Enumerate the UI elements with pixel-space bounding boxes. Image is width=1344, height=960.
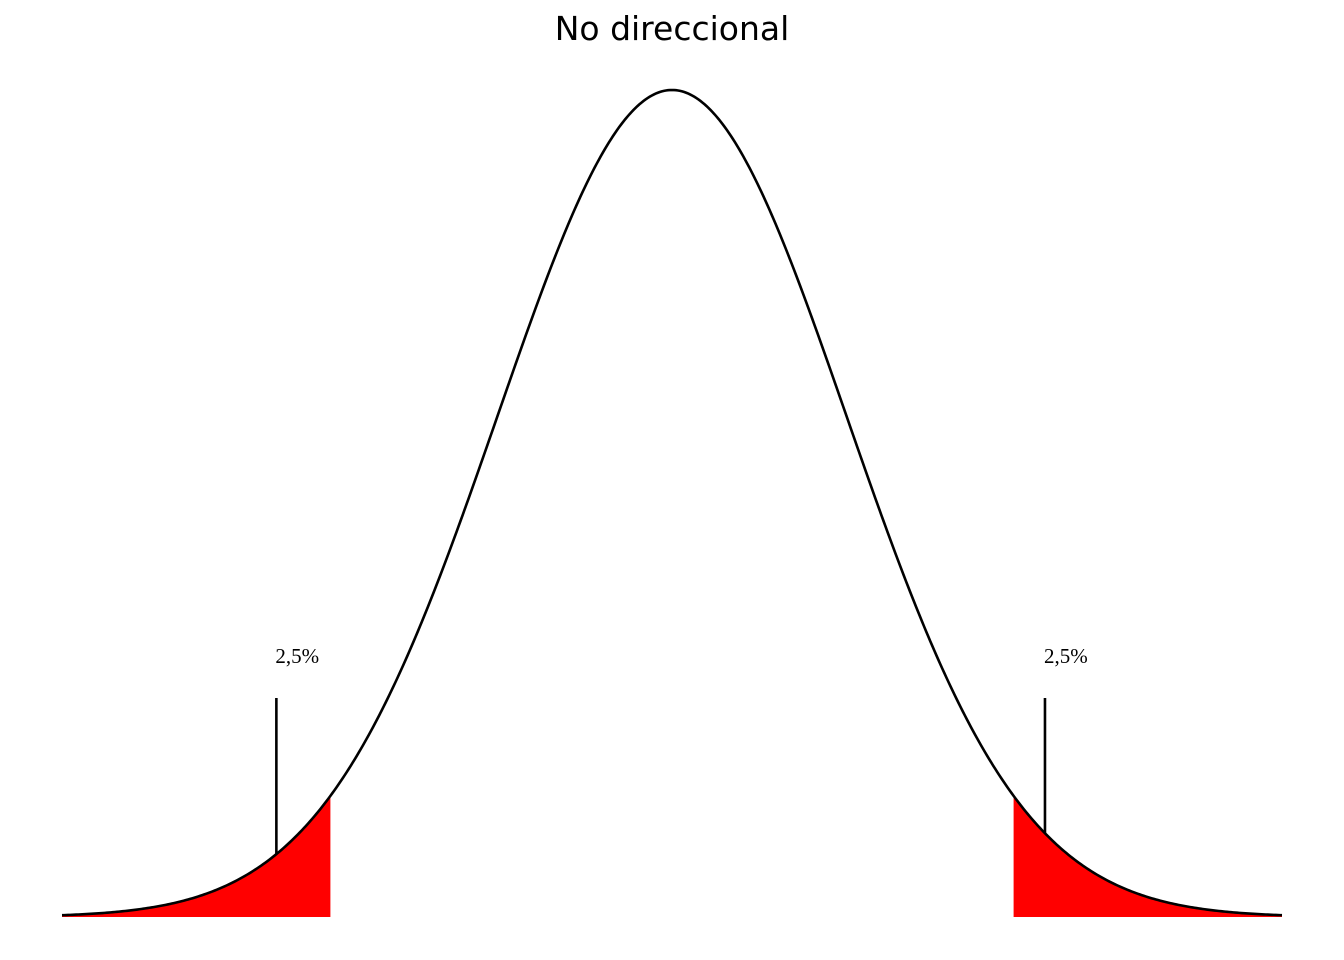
left-tail-label: 2,5% bbox=[275, 644, 319, 668]
density-curve bbox=[61, 88, 1283, 917]
annotations-layer: 2,5% 2,5% bbox=[275, 644, 1088, 855]
left-tail-region bbox=[62, 795, 331, 917]
shaded-regions bbox=[62, 795, 1282, 917]
right-tail-label: 2,5% bbox=[1044, 644, 1088, 668]
chart-title: No direccional bbox=[555, 9, 790, 48]
density-curve-layer bbox=[61, 88, 1283, 917]
right-tail-region bbox=[1013, 795, 1282, 917]
